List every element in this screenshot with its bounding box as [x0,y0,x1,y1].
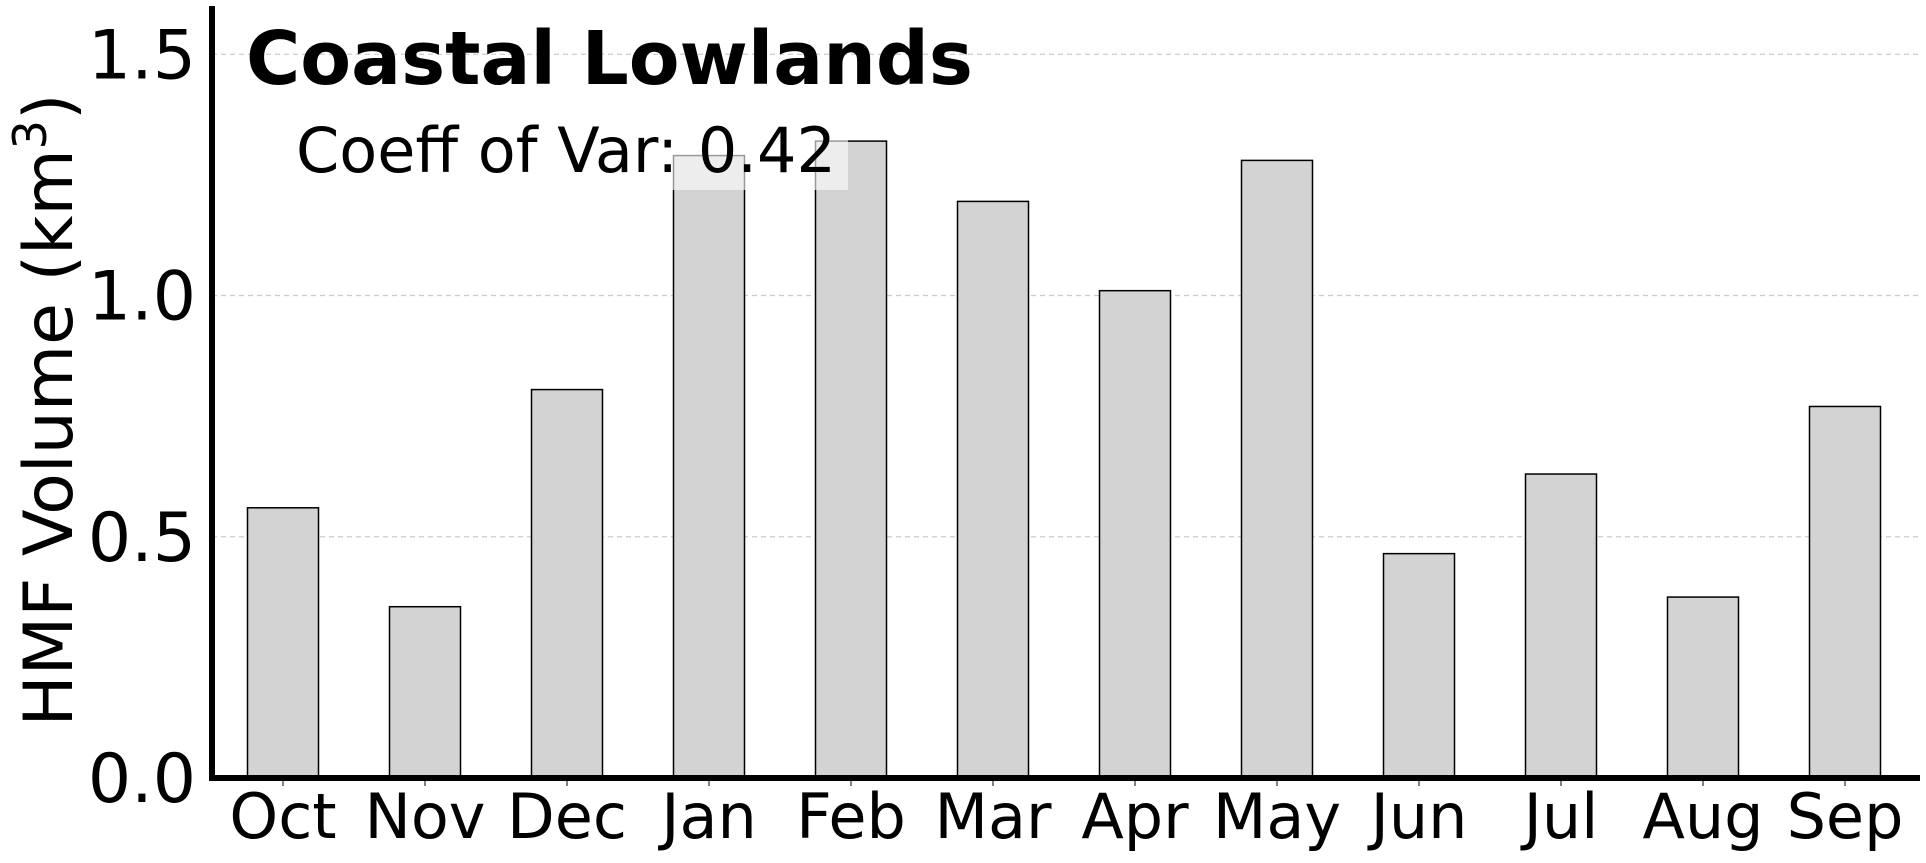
bar-sep [1808,405,1882,779]
bar-mar [956,200,1030,779]
y-axis-label-superscript: 3 [3,120,57,149]
gridlines [212,53,1920,538]
cv-annotation: Coeff of Var: 0.42 [296,114,836,187]
y-tick-label: 0.0 [88,740,196,819]
x-tick-label: Feb [796,780,906,853]
x-tick-label: Aug [1642,780,1763,853]
y-ticks: 0.0 0.5 1.0 1.5 [88,16,196,819]
x-tick-label: Mar [935,780,1052,853]
bar-nov [388,605,462,779]
y-tick-label: 1.5 [88,16,196,95]
x-tick-label: Dec [507,780,627,853]
x-tick-label: Jun [1367,780,1468,853]
bar-aug [1666,596,1740,779]
bar-feb [814,140,888,779]
y-axis-label-suffix: ) [10,93,89,120]
x-ticks: Oct Nov Dec Jan Feb Mar Apr May Jun Jul Aug Sep [229,778,1903,853]
x-tick-label: Nov [364,780,485,853]
bar-oct [246,507,320,779]
y-tick-label: 0.5 [88,499,196,578]
bars [246,140,1882,779]
bar-dec [530,388,604,779]
y-axis-label-main: HMF Volume (km [10,149,89,726]
chart-title: Coastal Lowlands [246,16,973,102]
x-tick-label: Sep [1787,780,1904,853]
bar-jun [1382,552,1456,779]
bar-jul [1524,473,1598,779]
x-tick-label: Jan [657,780,757,853]
axes [209,6,1920,781]
y-tick-label: 1.0 [88,258,196,337]
bar-apr [1098,289,1172,779]
bar-may [1240,159,1314,779]
x-tick-label: Jul [1520,780,1599,853]
annotation-box [292,118,848,190]
y-axis-label: HMF Volume (km3) [3,93,89,726]
x-tick-label: Apr [1081,780,1189,853]
bar-jan [672,154,746,779]
x-tick-label: May [1213,780,1341,853]
x-tick-label: Oct [229,780,336,853]
